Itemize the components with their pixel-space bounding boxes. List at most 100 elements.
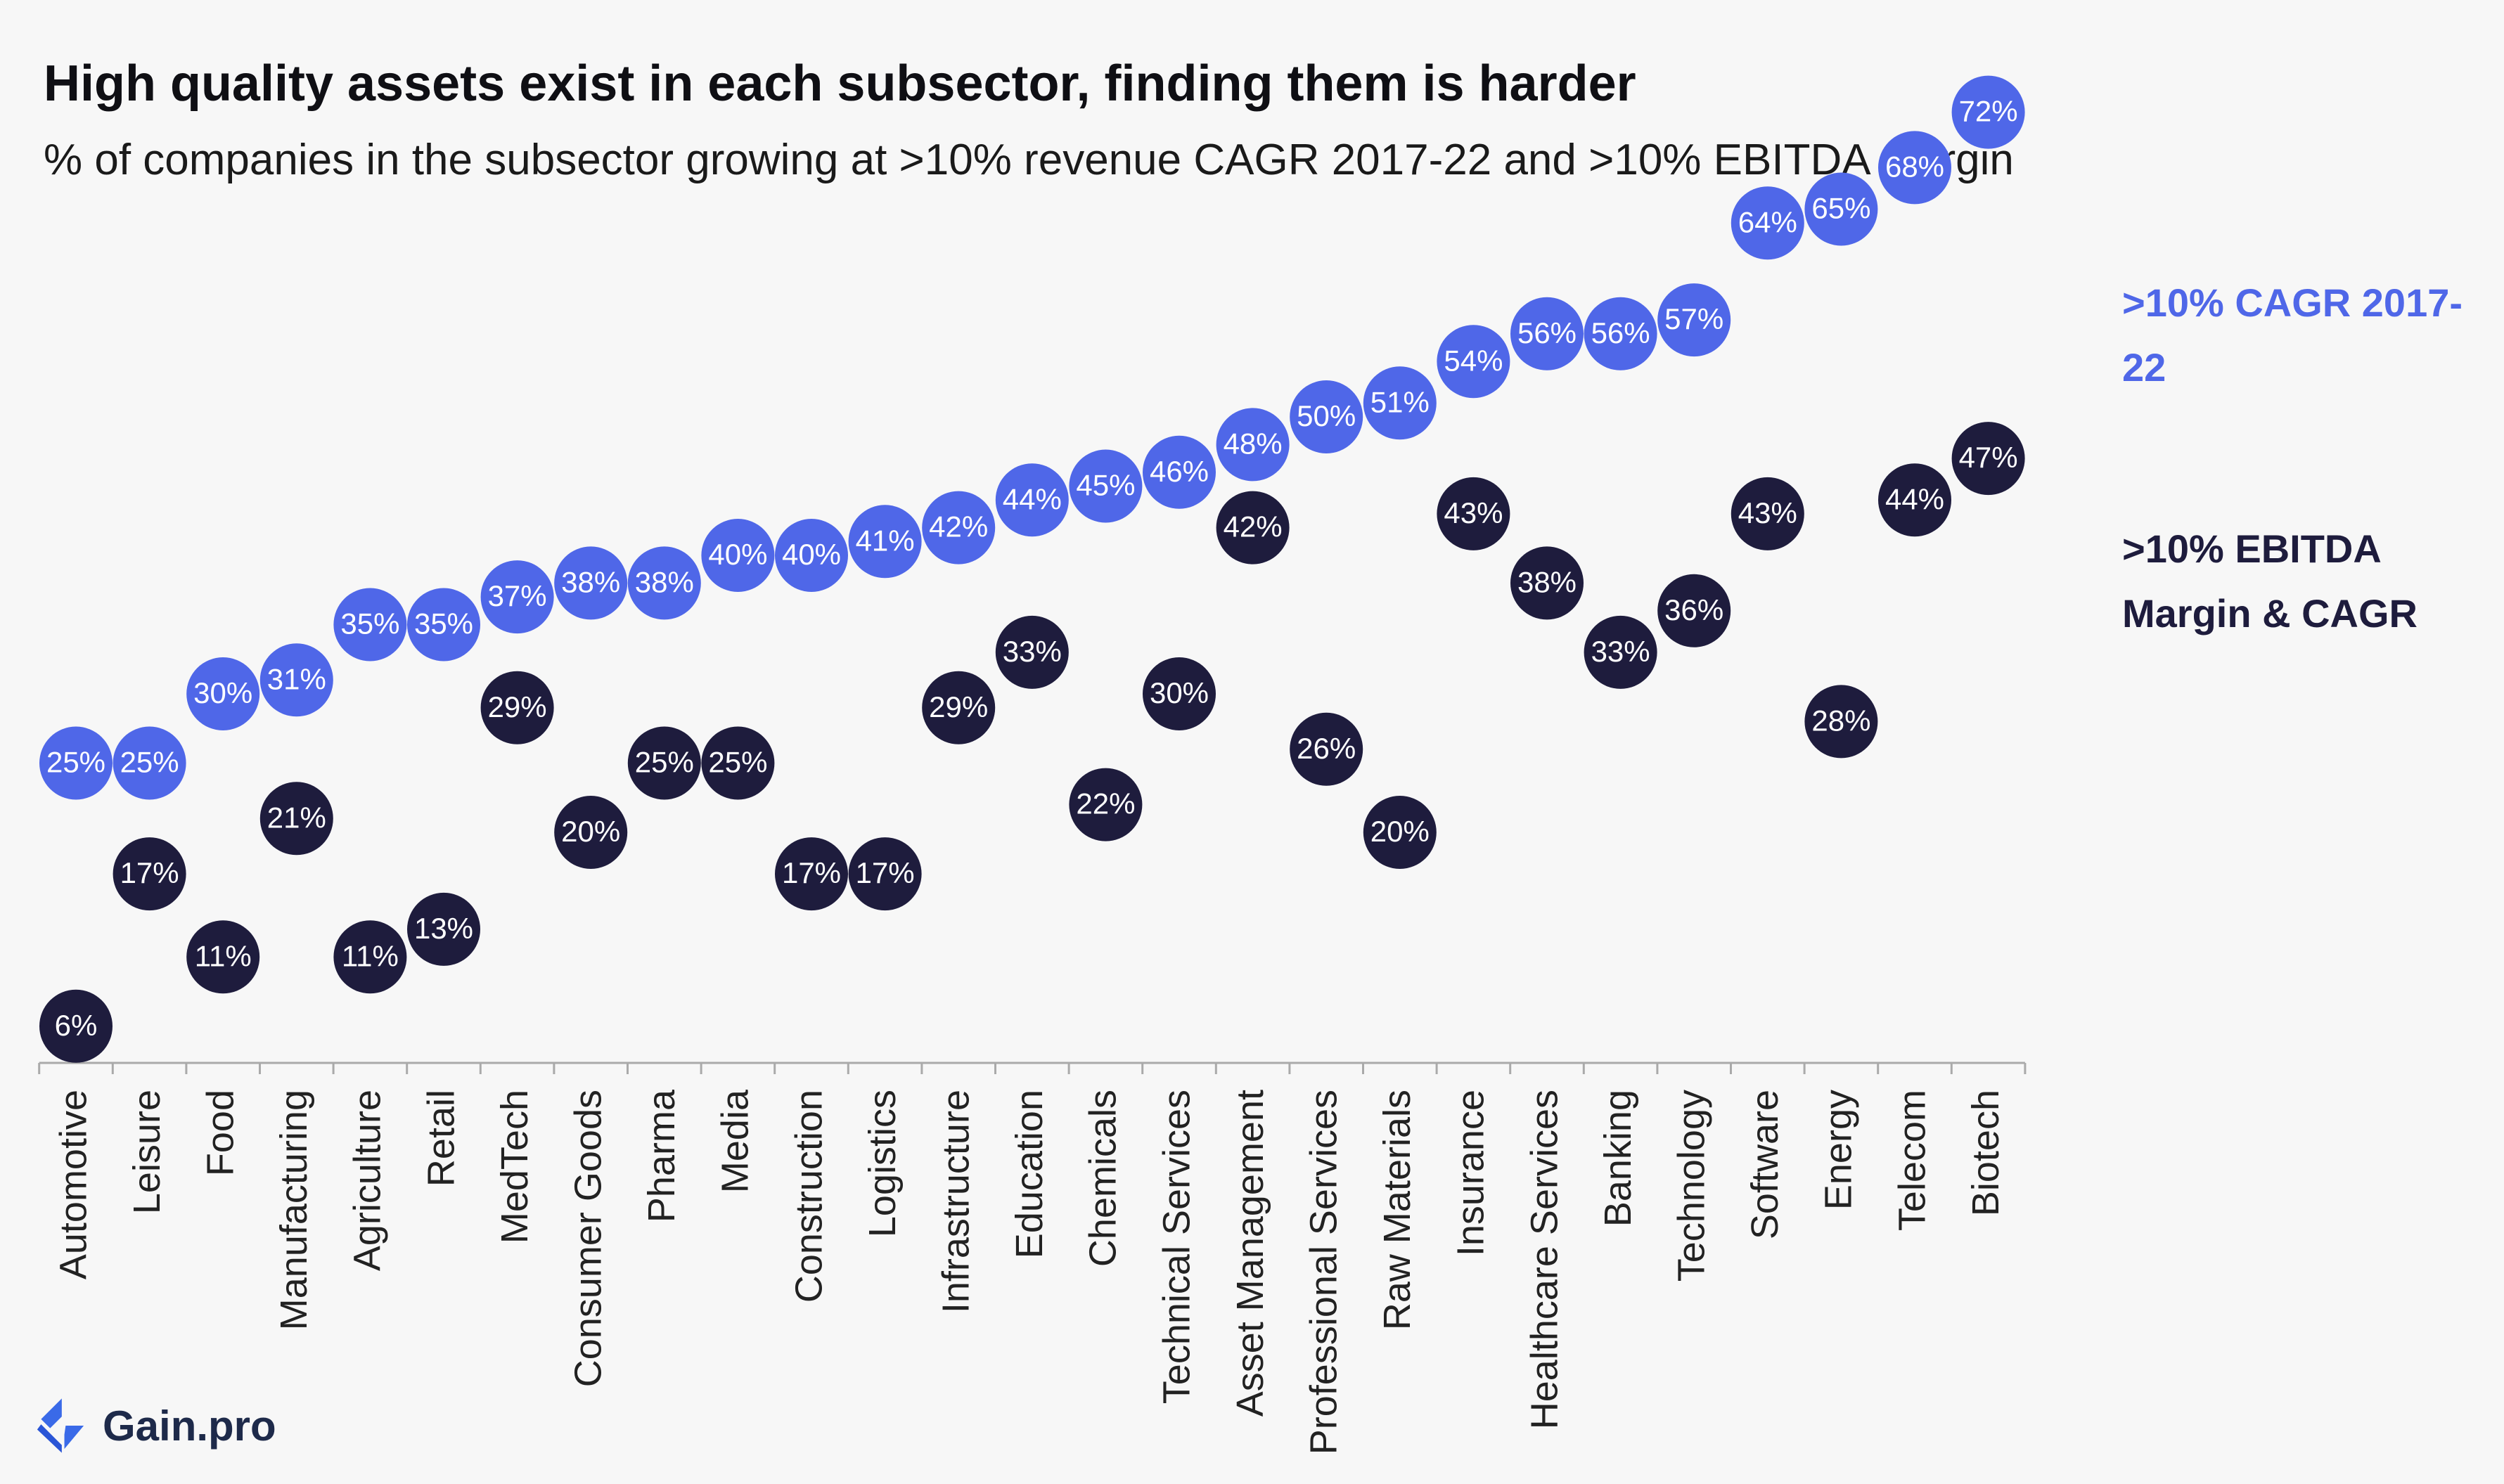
x-tick-label: Technical Services bbox=[1155, 1090, 1198, 1404]
cagr-point bbox=[1363, 366, 1437, 440]
cagr-point bbox=[1216, 408, 1290, 482]
cagr-point bbox=[1437, 325, 1510, 399]
x-tick-label: Chemicals bbox=[1082, 1090, 1124, 1267]
cagr-data-label: 68% bbox=[1885, 150, 1944, 183]
ebitda-point bbox=[39, 989, 113, 1063]
ebitda-point bbox=[259, 782, 333, 856]
ebitda-data-label: 43% bbox=[1738, 496, 1797, 529]
logo-text: Gain.pro bbox=[103, 1402, 276, 1450]
cagr-data-label: 45% bbox=[1076, 469, 1135, 502]
x-tick-label: Education bbox=[1008, 1090, 1051, 1258]
x-tick-label: Infrastructure bbox=[935, 1090, 977, 1313]
legend-cagr-line-2: 22 bbox=[2122, 345, 2166, 389]
ebitda-point bbox=[1878, 463, 1951, 537]
cagr-data-label: 31% bbox=[267, 662, 326, 695]
ebitda-point bbox=[1510, 546, 1584, 620]
ebitda-point bbox=[1804, 685, 1878, 759]
ebitda-point bbox=[113, 837, 186, 911]
ebitda-data-label: 11% bbox=[195, 939, 252, 972]
ebitda-data-label: 6% bbox=[55, 1009, 98, 1042]
ebitda-data-label: 26% bbox=[1297, 732, 1356, 765]
x-tick-label: Raw Materials bbox=[1376, 1090, 1418, 1330]
cagr-data-label: 35% bbox=[414, 607, 473, 640]
chart-subtitle: % of companies in the subsector growing … bbox=[44, 136, 2014, 184]
x-tick-label: Construction bbox=[788, 1090, 830, 1303]
ebitda-point bbox=[186, 920, 260, 994]
brand-logo: Gain.pro bbox=[28, 1391, 276, 1461]
cagr-data-label: 46% bbox=[1150, 455, 1209, 488]
ebitda-point bbox=[775, 837, 848, 911]
ebitda-data-label: 29% bbox=[929, 690, 988, 723]
gain-pro-logo-icon bbox=[37, 1398, 84, 1453]
cagr-data-label: 40% bbox=[708, 538, 767, 571]
cagr-data-label: 65% bbox=[1811, 192, 1870, 225]
ebitda-point bbox=[627, 726, 701, 800]
legend-cagr: >10% CAGR 2017- 22 bbox=[2122, 271, 2488, 400]
ebitda-point bbox=[848, 837, 922, 911]
cagr-data-label: 48% bbox=[1224, 427, 1283, 460]
ebitda-data-label: 42% bbox=[1224, 510, 1283, 543]
cagr-data-label: 54% bbox=[1444, 344, 1503, 377]
cagr-point bbox=[113, 726, 186, 800]
ebitda-data-label: 17% bbox=[782, 856, 841, 889]
cagr-point bbox=[39, 726, 113, 800]
ebitda-point bbox=[407, 892, 480, 966]
ebitda-point bbox=[1731, 477, 1804, 550]
cagr-point bbox=[1878, 131, 1951, 205]
x-tick-label: Software bbox=[1744, 1090, 1786, 1239]
ebitda-data-label: 43% bbox=[1444, 496, 1503, 529]
x-tick-label: Professional Services bbox=[1302, 1090, 1344, 1454]
ebitda-data-label: 44% bbox=[1885, 482, 1944, 515]
cagr-point bbox=[333, 588, 407, 662]
cagr-point bbox=[922, 491, 996, 564]
ebitda-point bbox=[333, 920, 407, 994]
ebitda-data-label: 36% bbox=[1664, 593, 1723, 626]
ebitda-data-label: 29% bbox=[488, 690, 547, 723]
ebitda-data-label: 28% bbox=[1811, 704, 1870, 737]
cagr-point bbox=[1951, 75, 2025, 149]
ebitda-data-label: 47% bbox=[1959, 441, 2018, 474]
ebitda-data-label: 21% bbox=[267, 801, 326, 834]
cagr-point bbox=[480, 560, 554, 634]
x-tick-label: Asset Management bbox=[1229, 1090, 1271, 1417]
cagr-data-label: 44% bbox=[1003, 482, 1062, 515]
x-tick-label: Leisure bbox=[126, 1090, 168, 1214]
x-tick-label: Energy bbox=[1818, 1090, 1860, 1210]
cagr-data-label: 35% bbox=[340, 607, 399, 640]
cagr-point bbox=[848, 505, 922, 579]
cagr-point bbox=[1804, 172, 1878, 246]
x-tick-label: Healthcare Services bbox=[1523, 1090, 1565, 1429]
x-tick-label: Logistics bbox=[861, 1090, 904, 1237]
ebitda-data-label: 33% bbox=[1591, 635, 1650, 668]
ebitda-data-label: 30% bbox=[1150, 676, 1209, 709]
x-tick-label: Telecom bbox=[1891, 1090, 1933, 1231]
cagr-data-label: 38% bbox=[561, 565, 620, 598]
cagr-data-label: 25% bbox=[46, 746, 105, 779]
ebitda-data-label: 22% bbox=[1076, 787, 1135, 820]
cagr-point bbox=[259, 643, 333, 717]
cagr-point bbox=[1143, 435, 1216, 509]
ebitda-data-label: 25% bbox=[635, 746, 694, 779]
x-tick-label: Manufacturing bbox=[273, 1090, 315, 1330]
ebitda-data-label: 25% bbox=[708, 746, 767, 779]
x-tick-label: Media bbox=[714, 1089, 757, 1193]
x-tick-label: Food bbox=[199, 1090, 241, 1176]
cagr-point bbox=[1731, 186, 1804, 260]
ebitda-data-label: 38% bbox=[1517, 565, 1577, 598]
cagr-point bbox=[1584, 297, 1657, 370]
cagr-data-label: 40% bbox=[782, 538, 841, 571]
cagr-point bbox=[186, 657, 260, 730]
ebitda-point bbox=[922, 671, 996, 744]
ebitda-point bbox=[1216, 491, 1290, 564]
x-tick-label: Automotive bbox=[52, 1090, 94, 1279]
legend-cagr-line-1: >10% CAGR 2017- bbox=[2122, 280, 2463, 325]
chart-title: High quality assets exist in each subsec… bbox=[44, 56, 1636, 112]
cagr-data-label: 25% bbox=[120, 746, 179, 779]
cagr-point bbox=[775, 519, 848, 592]
cagr-data-label: 42% bbox=[929, 510, 988, 543]
ebitda-point bbox=[1437, 477, 1510, 550]
x-tick-label: Pharma bbox=[641, 1089, 683, 1222]
legend-ebitda: >10% EBITDA Margin & CAGR bbox=[2122, 517, 2488, 646]
cagr-data-label: 41% bbox=[856, 524, 915, 557]
